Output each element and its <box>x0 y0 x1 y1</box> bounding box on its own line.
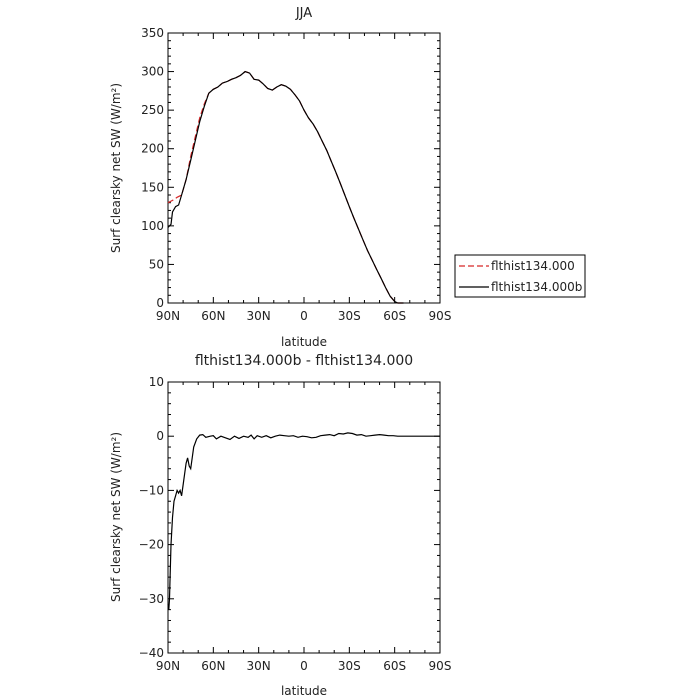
top-x-axis: 90N 60N 30N 0 30S 60S 90S <box>156 33 452 323</box>
top-series-line-1 <box>167 70 404 304</box>
y-tick-label: 0 <box>156 429 164 443</box>
top-panel: JJA 0 50 100 150 200 250 300 350 90N 60N 30N 0 30S 6… <box>109 6 451 349</box>
bottom-plot-frame <box>167 381 441 654</box>
x-tick-label: 60N <box>201 659 225 673</box>
x-tick-label: 90S <box>429 659 452 673</box>
bottom-y-axis-label: Surf clearsky net SW (W/m²) <box>109 432 123 602</box>
top-series-lines <box>167 70 404 304</box>
bottom-y-axis: −40 −30 −20 −10 0 10 <box>139 375 440 660</box>
x-tick-label: 60N <box>201 309 225 323</box>
y-tick-label: −20 <box>139 538 164 552</box>
legend-box <box>454 254 586 298</box>
x-tick-label: 30S <box>338 659 361 673</box>
y-tick-label: −40 <box>139 646 164 660</box>
top-x-axis-label: latitude <box>281 335 327 349</box>
top-plot-frame <box>167 32 441 304</box>
y-tick-label: 200 <box>141 142 164 156</box>
y-tick-label: 50 <box>149 257 164 271</box>
top-y-axis: 0 50 100 150 200 250 300 350 <box>141 26 440 310</box>
x-tick-label: 30S <box>338 309 361 323</box>
y-tick-label: −10 <box>139 483 164 497</box>
legend-label-series-1: flthist134.000 <box>491 259 575 273</box>
x-tick-label: 0 <box>300 309 308 323</box>
x-tick-label: 90N <box>156 309 180 323</box>
bottom-series-lines <box>167 432 440 610</box>
top-y-axis-label: Surf clearsky net SW (W/m²) <box>109 83 123 253</box>
y-tick-label: 350 <box>141 26 164 40</box>
legend: flthist134.000 flthist134.000b <box>454 254 586 298</box>
x-tick-label: 90N <box>156 659 180 673</box>
y-tick-label: 100 <box>141 219 164 233</box>
y-tick-label: 300 <box>141 65 164 79</box>
x-tick-label: 90S <box>429 309 452 323</box>
bottom-x-axis: 90N 60N 30N 0 30S 60S 90S <box>156 382 452 673</box>
top-series-line-2 <box>167 70 404 304</box>
y-tick-label: 150 <box>141 180 164 194</box>
y-tick-label: 250 <box>141 103 164 117</box>
x-tick-label: 30N <box>247 309 271 323</box>
top-chart-title: JJA <box>295 6 312 21</box>
bottom-series-line-1 <box>167 432 440 610</box>
y-tick-label: −30 <box>139 592 164 606</box>
bottom-chart-title: flthist134.000b - flthist134.000 <box>195 353 413 369</box>
y-tick-label: 10 <box>149 375 164 389</box>
x-tick-label: 0 <box>300 659 308 673</box>
x-tick-label: 30N <box>247 659 271 673</box>
x-tick-label: 60S <box>383 309 406 323</box>
bottom-x-axis-label: latitude <box>281 684 327 698</box>
bottom-panel: flthist134.000b - flthist134.000 −40−30−… <box>109 353 451 698</box>
legend-label-series-2: flthist134.000b <box>491 280 582 294</box>
x-tick-label: 60S <box>383 659 406 673</box>
y-tick-label: 0 <box>156 296 164 310</box>
